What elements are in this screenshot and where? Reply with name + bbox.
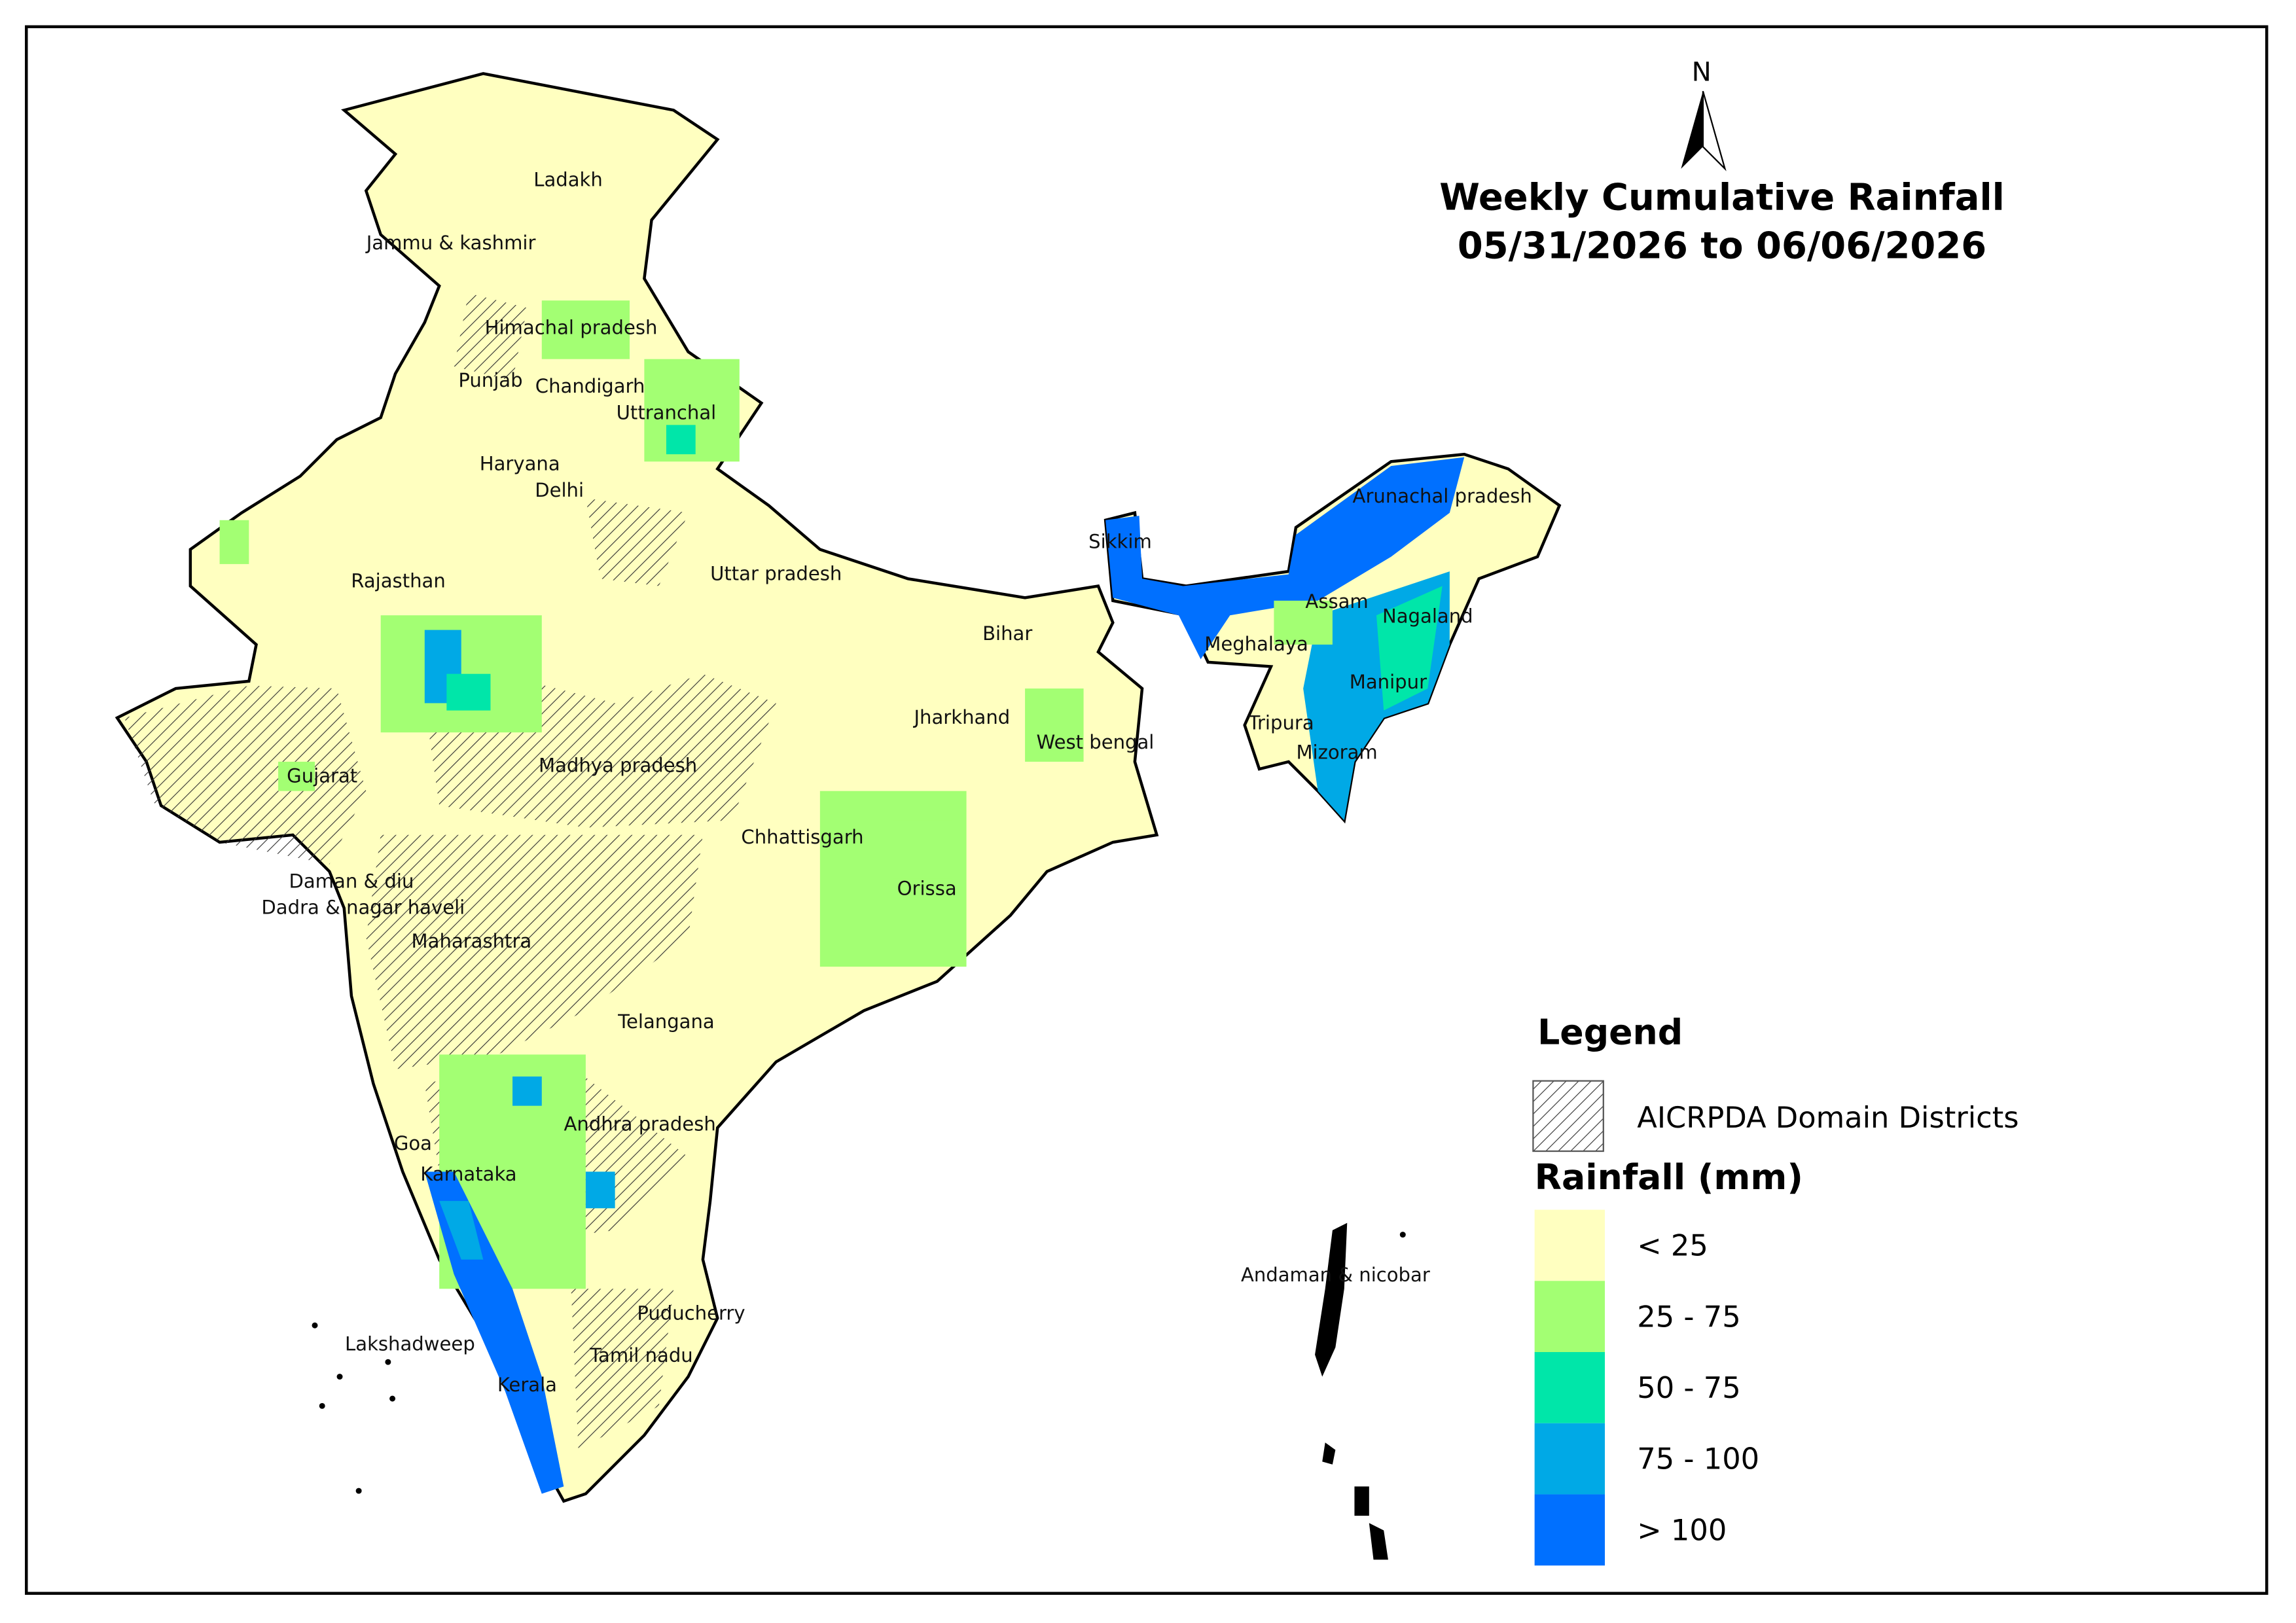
legend-label: < 25 [1637, 1228, 1708, 1263]
title: Weekly Cumulative Rainfall [1439, 176, 2005, 219]
region-label: Maharashtra [412, 930, 532, 952]
legend-swatch [1534, 1494, 1605, 1566]
legend-title: Legend [1537, 1012, 1683, 1053]
region-label: Lakshadweep [345, 1332, 475, 1355]
region-label: Tripura [1247, 712, 1314, 734]
region-label: Mizoram [1296, 741, 1377, 763]
region-label: Nagaland [1382, 605, 1473, 627]
domain-label: AICRPDA Domain Districts [1637, 1100, 2018, 1135]
region-label: Meghalaya [1204, 633, 1308, 655]
region-label: Telangana [617, 1010, 715, 1033]
legend-label: 50 - 75 [1637, 1370, 1740, 1405]
region-label: Andaman & nicobar [1241, 1264, 1430, 1286]
legend-label: 75 - 100 [1637, 1442, 1759, 1476]
legend-label: > 100 [1637, 1512, 1727, 1547]
region-label: Tamil nadu [589, 1344, 693, 1366]
rainfall-title: Rainfall (mm) [1535, 1156, 1803, 1198]
region-label: Bihar [982, 622, 1032, 645]
region-label: Sikkim [1088, 530, 1152, 552]
region-label: Madhya pradesh [539, 755, 697, 777]
region-label: Gujarat [287, 764, 357, 787]
region-label: Puducherry [637, 1302, 745, 1324]
region-label: Ladakh [533, 169, 603, 191]
region-label: Assam [1305, 590, 1368, 613]
region-label: Orissa [897, 878, 957, 900]
legend-swatch [1534, 1351, 1605, 1423]
legend-swatch [1534, 1281, 1605, 1352]
region-label: Arunachal pradesh [1353, 485, 1532, 507]
region-label: Punjab [458, 369, 522, 391]
region-label: Uttar pradesh [710, 563, 842, 585]
region-label: Daman & diu [289, 870, 414, 892]
region-label: Rajasthan [351, 570, 446, 592]
region-label: Goa [394, 1132, 432, 1154]
region-label: West bengal [1037, 731, 1155, 753]
land [115, 72, 1562, 1560]
region-label: Haryana [480, 453, 560, 475]
region-label: Himachal pradesh [485, 317, 658, 339]
region-label: Karnataka [420, 1163, 516, 1185]
region-label: Delhi [535, 479, 584, 501]
region-label: Dadra & nagar haveli [261, 897, 465, 919]
legend-swatch [1534, 1209, 1605, 1281]
north-label: N [1692, 58, 1712, 88]
legend-label: 25 - 75 [1637, 1299, 1740, 1334]
region-label: Kerala [497, 1374, 557, 1396]
title: 05/31/2026 to 06/06/2026 [1458, 224, 1986, 267]
region-label: Chandigarh [535, 375, 645, 397]
region-label: Manipur [1350, 671, 1427, 693]
rainfall-patches [219, 300, 1465, 1494]
region-label: Jharkhand [912, 706, 1010, 728]
north-arrow: N [1681, 58, 1727, 171]
region-label: Andhra pradesh [564, 1113, 715, 1135]
region-labels: Ladakh Jammu & kashmir Himachal pradesh Pun… [261, 169, 1532, 1396]
region-label: Chhattisgarh [741, 826, 863, 848]
legend-swatch [1534, 1423, 1605, 1495]
region-label: Uttranchal [617, 401, 717, 423]
islands [312, 1222, 1406, 1560]
legend: Legend AICRPDA Domain Districts Rainfall… [1532, 1012, 2019, 1566]
region-label: Jammu & kashmir [365, 232, 536, 254]
domain-swatch [1532, 1080, 1604, 1152]
